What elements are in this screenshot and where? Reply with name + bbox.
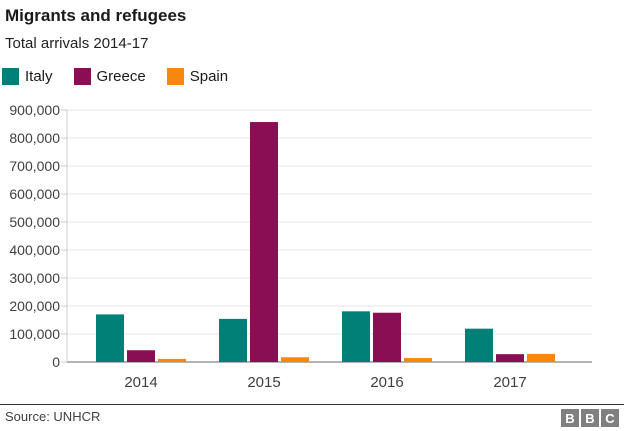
bar-greece-2016: [373, 312, 401, 362]
legend-item-italy: Italy: [2, 68, 53, 85]
bar-greece-2014: [127, 350, 155, 362]
y-axis-label: 700,000: [9, 158, 60, 174]
y-axis-label: 500,000: [9, 214, 60, 230]
legend-item-spain: Spain: [166, 68, 229, 85]
y-axis-label: 0: [52, 354, 60, 370]
y-axis-label: 600,000: [9, 186, 60, 202]
legend-swatch-spain: [166, 68, 184, 85]
legend-label: Greece: [96, 68, 146, 85]
bar-greece-2017: [496, 354, 524, 362]
bar-chart: 0 100,000 200,000 300,000 400,000 500,000 600,…: [9, 102, 592, 391]
legend-swatch-greece: [73, 68, 91, 85]
bar-spain-2017: [527, 353, 555, 362]
y-axis-label: 300,000: [9, 270, 60, 286]
bbc-logo-letter: B: [561, 409, 579, 427]
page-subtitle: Total arrivals 2014-17: [5, 35, 149, 52]
bbc-logo-letter: B: [581, 409, 599, 427]
bar-italy-2014: [96, 314, 124, 362]
legend-label: Italy: [25, 68, 53, 85]
bar-italy-2016: [342, 311, 370, 362]
bar-greece-2015: [250, 122, 278, 362]
bbc-logo-letter: C: [601, 409, 619, 427]
bar-spain-2014: [158, 358, 186, 362]
legend: Italy Greece Spain: [2, 68, 228, 85]
x-axis-label: 2016: [370, 374, 403, 391]
page-title: Migrants and refugees: [5, 6, 187, 25]
source-caption: Source: UNHCR: [5, 409, 101, 424]
footer-divider: [0, 404, 624, 405]
legend-item-greece: Greece: [73, 68, 146, 85]
x-axis-label: 2014: [124, 374, 157, 391]
legend-label: Spain: [189, 68, 229, 85]
x-axis-label: 2015: [247, 374, 280, 391]
y-axis-label: 800,000: [9, 130, 60, 146]
y-axis-label: 200,000: [9, 298, 60, 314]
y-axis-label: 400,000: [9, 242, 60, 258]
y-axis-label: 100,000: [9, 326, 60, 342]
y-axis-label: 900,000: [9, 102, 60, 118]
bar-spain-2015: [281, 357, 309, 362]
bar-italy-2017: [465, 328, 493, 362]
bar-italy-2015: [219, 318, 247, 362]
legend-swatch-italy: [2, 68, 19, 85]
bar-spain-2016: [404, 358, 432, 362]
x-axis-label: 2017: [493, 374, 526, 391]
